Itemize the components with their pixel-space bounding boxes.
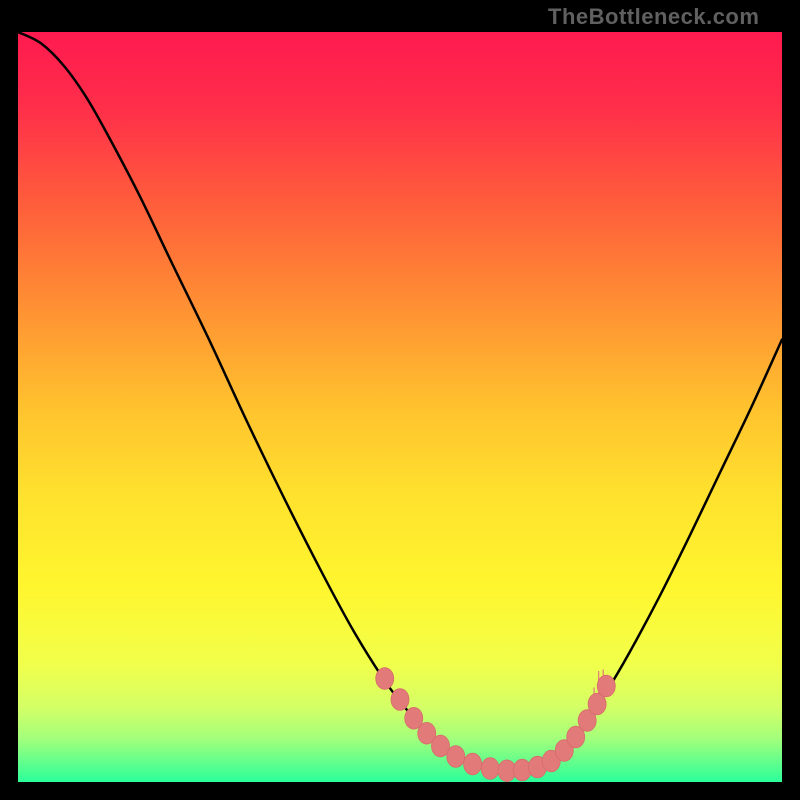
data-marker bbox=[481, 758, 499, 780]
data-marker bbox=[597, 675, 615, 697]
data-marker bbox=[376, 668, 394, 690]
plot-area bbox=[18, 32, 782, 782]
chart-svg bbox=[18, 32, 782, 782]
chart-frame: TheBottleneck.com bbox=[0, 0, 800, 800]
chart-background bbox=[18, 32, 782, 782]
watermark-text: TheBottleneck.com bbox=[548, 4, 759, 30]
data-marker bbox=[464, 753, 482, 775]
data-marker bbox=[447, 746, 465, 768]
data-marker bbox=[391, 689, 409, 711]
